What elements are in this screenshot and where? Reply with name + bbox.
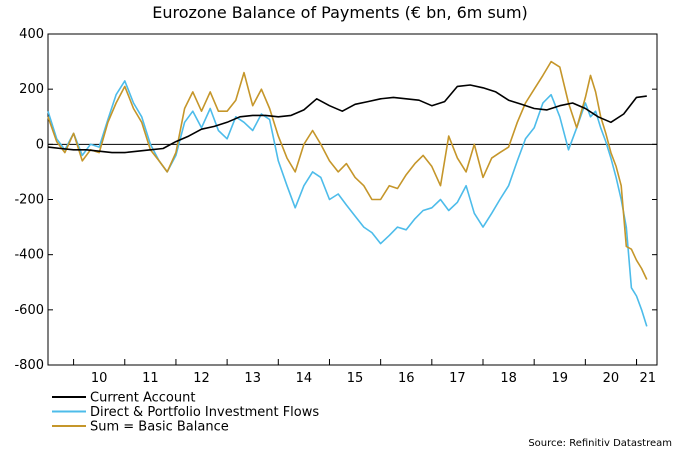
- x-axis: 10 11 12 13 14 15 16 17 18 19 20 21: [73, 359, 657, 386]
- x-tick-label: 18: [500, 371, 517, 386]
- series-line-1: [47, 80, 648, 327]
- x-tick-label: 17: [449, 371, 466, 386]
- chart-title: Eurozone Balance of Payments (€ bn, 6m s…: [152, 3, 528, 22]
- y-tick-label: 400: [19, 27, 44, 42]
- legend-label-2: Sum = Basic Balance: [90, 420, 229, 435]
- x-tick-label: 13: [244, 371, 261, 386]
- x-tick-label: 20: [603, 371, 620, 386]
- x-tick-label: 10: [91, 371, 108, 386]
- y-tick-label: -400: [14, 248, 44, 263]
- x-tick-label: 16: [398, 371, 415, 386]
- legend-label-0: Current Account: [90, 391, 195, 406]
- y-tick-label: 0: [36, 137, 44, 152]
- y-axis: 400 200 0 -200 -400 -600 -800: [14, 27, 657, 373]
- x-tick-label: 15: [347, 371, 364, 386]
- plot-border: [47, 33, 658, 366]
- x-tick-label: 11: [142, 371, 159, 386]
- series-line-2: [47, 60, 648, 280]
- y-tick-label: 200: [19, 82, 44, 97]
- source-note: Source: Refinitiv Datastream: [528, 438, 672, 449]
- series-layer: [47, 60, 648, 327]
- y-tick-label: -800: [14, 358, 44, 373]
- x-tick-label: 21: [640, 371, 657, 386]
- x-tick-label: 14: [296, 371, 313, 386]
- plot-frame: [47, 33, 658, 366]
- y-tick-label: -200: [14, 193, 44, 208]
- y-tick-label: -600: [14, 303, 44, 318]
- x-tick-label: 19: [551, 371, 568, 386]
- legend-label-1: Direct & Portfolio Investment Flows: [90, 405, 319, 420]
- x-tick-label: 12: [193, 371, 210, 386]
- series-line-0: [47, 84, 647, 154]
